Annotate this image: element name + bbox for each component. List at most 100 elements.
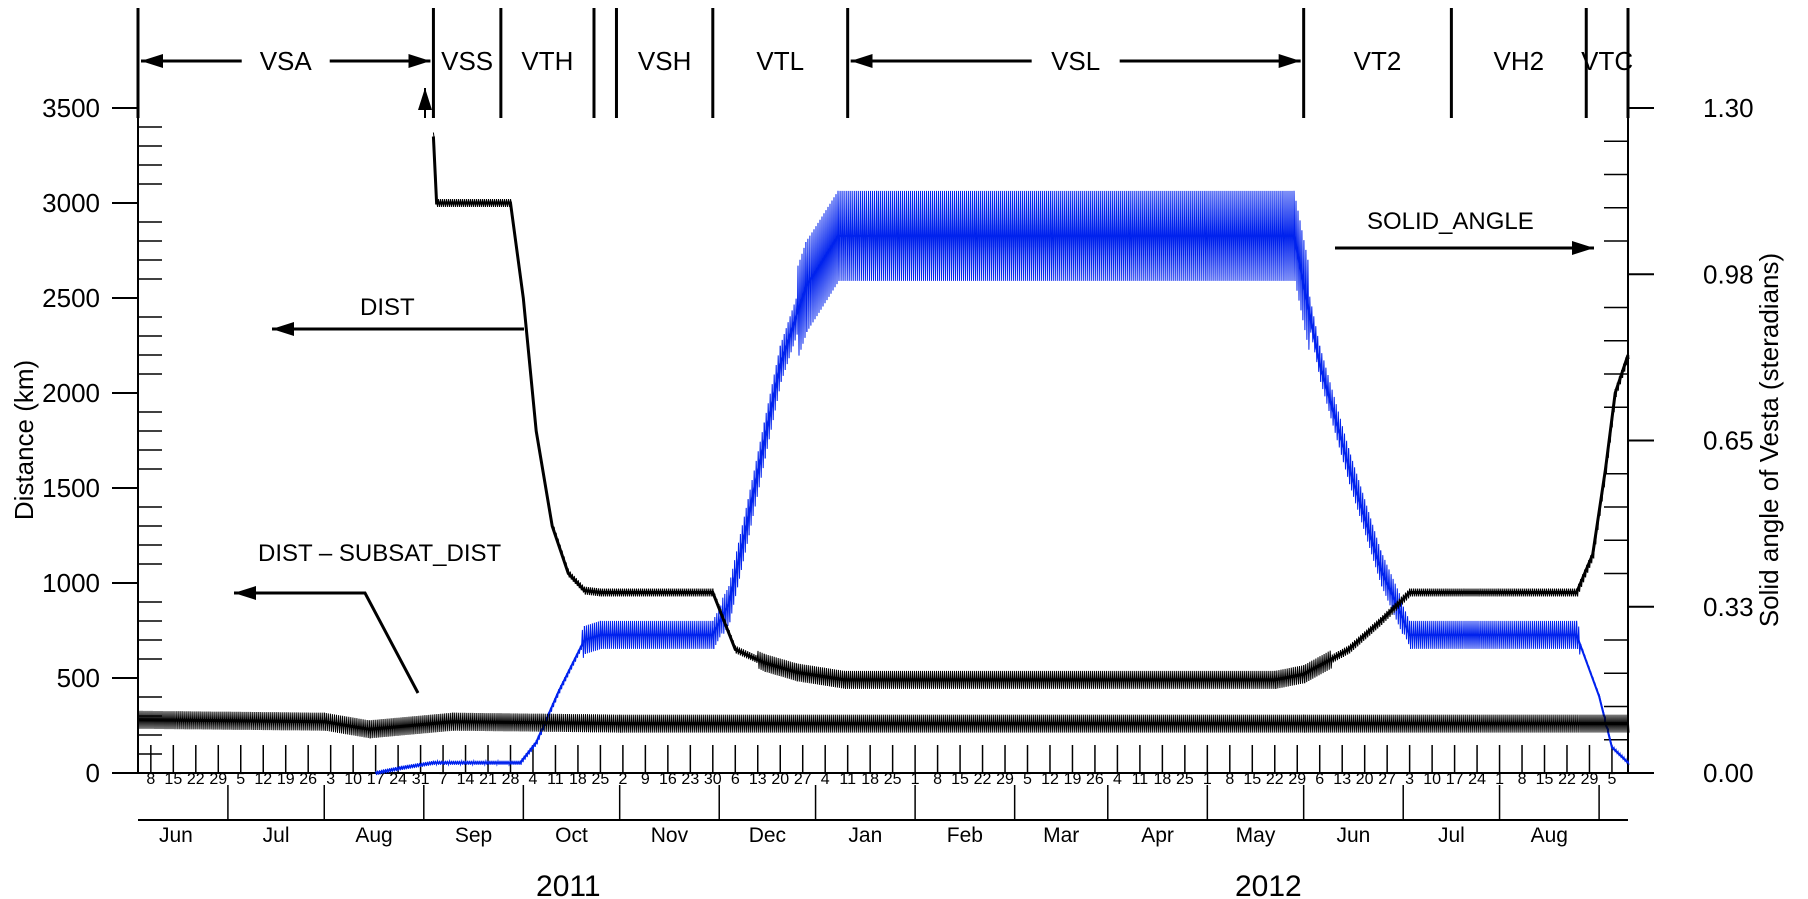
phase-label: VH2: [1494, 46, 1545, 76]
week-tick-label: 22: [1266, 771, 1284, 788]
phase-label: VSH: [638, 46, 691, 76]
week-tick-label: 3: [1405, 771, 1414, 788]
week-tick-label: 6: [731, 771, 740, 788]
month-label: Feb: [947, 824, 983, 847]
left-tick-label: 1500: [42, 473, 100, 503]
month-label: Dec: [749, 824, 786, 847]
week-tick-label: 10: [1423, 771, 1441, 788]
series-band-segment: [779, 241, 808, 382]
left-tick-label: 3500: [42, 93, 100, 123]
week-tick-label: 15: [951, 771, 969, 788]
phase-label: VSL: [1051, 46, 1100, 76]
week-tick-label: 15: [1243, 771, 1261, 788]
week-tick-label: 30: [704, 771, 722, 788]
annotation-dist-subsat-arrow: [234, 586, 420, 694]
week-tick-label: 21: [479, 771, 497, 788]
month-label: Sep: [455, 824, 492, 847]
month-label: Mar: [1043, 824, 1079, 847]
week-tick-label: 29: [1288, 771, 1306, 788]
left-tick-label: 3000: [42, 188, 100, 218]
month-label: Jun: [1337, 824, 1371, 847]
month-label: Nov: [651, 824, 689, 847]
week-tick-label: 2: [618, 771, 627, 788]
week-tick-label: 31: [412, 771, 430, 788]
week-tick-label: 18: [569, 771, 587, 788]
annotation-dist: DIST: [360, 294, 415, 321]
week-tick-label: 11: [1132, 771, 1149, 788]
week-tick-label: 22: [1558, 771, 1576, 788]
week-tick-label: 22: [974, 771, 992, 788]
week-tick-label: 24: [389, 771, 407, 788]
week-tick-label: 29: [1581, 771, 1599, 788]
month-label: Oct: [555, 824, 588, 847]
left-tick-label: 2000: [42, 378, 100, 408]
week-tick-label: 15: [1536, 771, 1554, 788]
week-tick-label: 20: [1356, 771, 1374, 788]
week-tick-label: 25: [1176, 771, 1194, 788]
week-tick-label: 19: [1064, 771, 1082, 788]
phase-label: VTH: [521, 46, 573, 76]
month-label: Aug: [355, 824, 392, 847]
week-tick-label: 26: [299, 771, 317, 788]
series-line: [431, 136, 1630, 682]
week-tick-label: 4: [529, 771, 538, 788]
week-tick-label: 5: [236, 771, 245, 788]
week-tick-label: 11: [839, 771, 856, 788]
week-tick-label: 29: [996, 771, 1014, 788]
annotation-solid-angle: SOLID_ANGLE: [1367, 208, 1534, 235]
phase-label: VSS: [441, 46, 493, 76]
week-tick-label: 5: [1607, 771, 1616, 788]
week-tick-label: 25: [884, 771, 902, 788]
right-tick-label: 0.33: [1703, 592, 1754, 622]
week-tick-label: 9: [641, 771, 650, 788]
week-tick-label: 15: [164, 771, 182, 788]
week-tick-label: 28: [502, 771, 520, 788]
week-tick-label: 18: [861, 771, 879, 788]
series: [137, 132, 1630, 776]
week-tick-label: 8: [1518, 771, 1527, 788]
year-label: 2012: [1235, 870, 1302, 899]
week-tick-label: 16: [659, 771, 677, 788]
week-tick-label: 23: [681, 771, 699, 788]
week-tick-label: 27: [1378, 771, 1396, 788]
week-tick-label: 11: [547, 771, 564, 788]
week-tick-label: 5: [1023, 771, 1032, 788]
right-tick-label: 0.98: [1703, 259, 1754, 289]
week-tick-label: 20: [771, 771, 789, 788]
week-tick-label: 17: [367, 771, 385, 788]
week-tick-label: 29: [209, 771, 227, 788]
month-label: Apr: [1141, 824, 1174, 847]
series-line: [375, 234, 1629, 774]
month-label: May: [1236, 824, 1276, 847]
left-tick-label: 500: [57, 663, 100, 693]
week-tick-label: 1: [1495, 771, 1504, 788]
week-tick-label: 25: [592, 771, 610, 788]
series-band-segment: [734, 645, 766, 672]
week-tick-label: 13: [1333, 771, 1351, 788]
annotation-dist-subsat: DIST – SUBSAT_DIST: [258, 540, 502, 567]
month-label: Jul: [1438, 824, 1465, 847]
annotations: DIST DIST – SUBSAT_DIST SOLID_ANGLE: [234, 88, 1594, 694]
week-tick-label: 13: [749, 771, 767, 788]
phase-label: VTC: [1581, 46, 1633, 76]
week-tick-label: 19: [277, 771, 295, 788]
week-tick-label: 17: [1446, 771, 1464, 788]
week-tick-label: 4: [821, 771, 830, 788]
week-tick-label: 26: [1086, 771, 1104, 788]
series-band: [375, 190, 1630, 776]
week-tick-label: 22: [187, 771, 205, 788]
week-tick-label: 8: [146, 771, 155, 788]
week-tick-label: 12: [1041, 771, 1059, 788]
year-label: 2011: [536, 870, 601, 899]
month-label: Aug: [1531, 824, 1568, 847]
week-tick-label: 1: [911, 771, 920, 788]
left-tick-label: 0: [86, 758, 100, 788]
right-tick-label: 0.00: [1703, 758, 1754, 788]
week-tick-label: 24: [1468, 771, 1486, 788]
y-axis-title-right: Solid angle of Vesta (steradians): [1754, 253, 1784, 627]
month-label: Jan: [848, 824, 882, 847]
left-tick-label: 2500: [42, 283, 100, 313]
series-line: [137, 718, 1628, 731]
phase-label: VTL: [756, 46, 804, 76]
